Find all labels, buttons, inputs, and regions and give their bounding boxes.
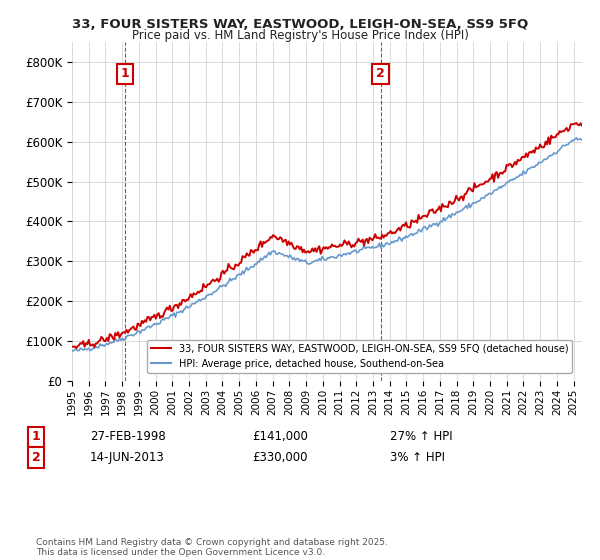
Text: Price paid vs. HM Land Registry's House Price Index (HPI): Price paid vs. HM Land Registry's House … bbox=[131, 29, 469, 42]
Text: 14-JUN-2013: 14-JUN-2013 bbox=[90, 451, 165, 464]
Text: 1: 1 bbox=[120, 67, 129, 81]
Text: 3% ↑ HPI: 3% ↑ HPI bbox=[390, 451, 445, 464]
Text: 33, FOUR SISTERS WAY, EASTWOOD, LEIGH-ON-SEA, SS9 5FQ: 33, FOUR SISTERS WAY, EASTWOOD, LEIGH-ON… bbox=[72, 18, 528, 31]
Legend: 33, FOUR SISTERS WAY, EASTWOOD, LEIGH-ON-SEA, SS9 5FQ (detached house), HPI: Ave: 33, FOUR SISTERS WAY, EASTWOOD, LEIGH-ON… bbox=[148, 340, 572, 372]
Text: £141,000: £141,000 bbox=[252, 430, 308, 444]
Text: 2: 2 bbox=[32, 451, 40, 464]
Text: 27% ↑ HPI: 27% ↑ HPI bbox=[390, 430, 452, 444]
Text: 27-FEB-1998: 27-FEB-1998 bbox=[90, 430, 166, 444]
Text: Contains HM Land Registry data © Crown copyright and database right 2025.
This d: Contains HM Land Registry data © Crown c… bbox=[36, 538, 388, 557]
Text: 2: 2 bbox=[376, 67, 385, 81]
Text: 1: 1 bbox=[32, 430, 40, 444]
Text: £330,000: £330,000 bbox=[252, 451, 308, 464]
